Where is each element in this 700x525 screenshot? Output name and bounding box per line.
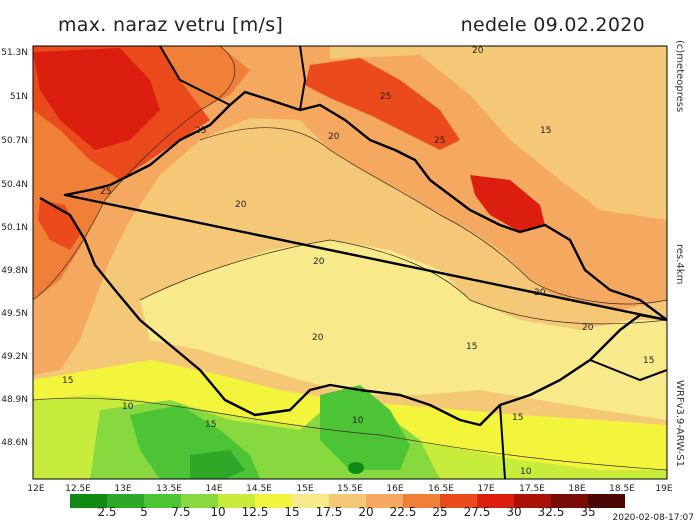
lat-label: 50.1N xyxy=(1,223,28,233)
legend-swatch xyxy=(181,494,218,508)
legend-label: 35 xyxy=(580,505,596,519)
contour-label: 15 xyxy=(643,356,655,366)
contour-label: 15 xyxy=(205,420,217,430)
contour-label: 20 xyxy=(328,132,340,142)
legend-swatch xyxy=(440,494,477,508)
contour-label: 20 xyxy=(472,46,484,56)
contour-label: 25 xyxy=(434,136,446,146)
legend-swatch xyxy=(218,494,255,508)
contour-label: 15 xyxy=(62,376,74,386)
lon-label: 18E xyxy=(568,484,586,494)
legend-swatch xyxy=(551,494,588,508)
map-title: max. naraz vetru [m/s] xyxy=(58,14,284,36)
legend-label: 2.5 xyxy=(97,505,117,519)
lon-label: 18.5E xyxy=(609,484,635,494)
timestamp: 2020-02-08-17:07 xyxy=(612,513,695,523)
gust-zone-27-30-krkonose xyxy=(470,175,545,232)
lon-label: 13.5E xyxy=(156,484,182,494)
lon-label: 15E xyxy=(296,484,314,494)
lat-label: 51N xyxy=(9,92,28,102)
contour-label: 10 xyxy=(520,467,532,477)
legend-swatch xyxy=(514,494,551,508)
contour-label: 10 xyxy=(122,402,134,412)
lon-label: 12.5E xyxy=(65,484,91,494)
lat-label: 51.3N xyxy=(1,48,28,58)
legend-swatch xyxy=(403,494,440,508)
legend-swatch xyxy=(477,494,514,508)
lon-label: 13E xyxy=(114,484,132,494)
legend-label: 20 xyxy=(358,505,374,519)
contour-label: 25 xyxy=(100,187,112,197)
gust-zone-27-30-sumava xyxy=(38,200,80,250)
contour-label: 20 xyxy=(235,200,247,210)
contour-line-15 xyxy=(139,239,667,325)
lat-label: 48.6N xyxy=(1,438,28,448)
legend-label: 30 xyxy=(506,505,522,519)
lon-label: 17.5E xyxy=(519,484,545,494)
legend-label: 5 xyxy=(140,505,148,519)
contour-label: 20 xyxy=(313,257,325,267)
legend-swatch xyxy=(107,494,144,508)
legend-label: 22.5 xyxy=(389,505,417,519)
lon-label: 19E xyxy=(655,484,673,494)
country-border xyxy=(39,90,667,427)
gust-zone-17-20-interior xyxy=(140,240,667,420)
legend-label: 15 xyxy=(284,505,300,519)
legend-swatch xyxy=(329,494,366,508)
neighbor-border xyxy=(159,46,667,479)
contour-label: 20 xyxy=(312,333,324,343)
contour-label: 15 xyxy=(540,126,552,136)
contour-line-20 xyxy=(199,127,667,305)
map-frame xyxy=(32,45,668,480)
contour-label: 25 xyxy=(380,92,392,102)
lat-label: 50.7N xyxy=(1,136,28,146)
legend-label: 12.5 xyxy=(241,505,269,519)
contour-label: 20 xyxy=(534,288,546,298)
gust-zone-low-spot xyxy=(348,462,364,474)
contour-label: 15 xyxy=(466,342,478,352)
legend-label: 27.5 xyxy=(463,505,491,519)
legend-label: 25 xyxy=(432,505,448,519)
forecast-date: nedele 09.02.2020 xyxy=(460,14,645,36)
lon-label: 12E xyxy=(27,484,45,494)
contour-label: 15 xyxy=(512,413,524,423)
legend-swatch xyxy=(292,494,329,508)
lon-label: 16.5E xyxy=(428,484,454,494)
legend-swatch xyxy=(588,494,625,508)
contour-line-25 xyxy=(33,46,236,301)
credit-text: (c)meteopress xyxy=(674,40,685,113)
legend-label: 32.5 xyxy=(537,505,565,519)
lat-label: 49.2N xyxy=(1,352,28,362)
legend-swatch xyxy=(70,494,107,508)
resolution-text: res.4km xyxy=(674,244,685,285)
legend-swatch xyxy=(144,494,181,508)
lon-label: 14.5E xyxy=(246,484,272,494)
gust-zone-27-30-ore xyxy=(305,58,460,150)
lat-label: 49.5N xyxy=(1,309,28,319)
contour-label: 25 xyxy=(195,126,207,136)
gust-zone-30-32-nw xyxy=(33,48,160,150)
lat-label: 49.8N xyxy=(1,266,28,276)
gust-zone-7-10-danube xyxy=(320,385,410,470)
lat-label: 48.9N xyxy=(1,395,28,405)
contour-line-10 xyxy=(33,397,667,471)
legend-swatch xyxy=(366,494,403,508)
model-text: WRFv3.9-ARW-S1 xyxy=(674,380,685,467)
lon-label: 14E xyxy=(205,484,223,494)
legend-swatch xyxy=(255,494,292,508)
lon-label: 17E xyxy=(477,484,495,494)
lon-label: 16E xyxy=(386,484,404,494)
contour-label: 10 xyxy=(352,416,364,426)
gust-zone-5-7-south xyxy=(190,450,245,479)
legend-label: 10 xyxy=(210,505,226,519)
lat-label: 50.4N xyxy=(1,180,28,190)
lon-label: 15.5E xyxy=(337,484,363,494)
contour-label: 20 xyxy=(582,323,594,333)
legend-label: 17.5 xyxy=(315,505,343,519)
legend-label: 7.5 xyxy=(171,505,191,519)
